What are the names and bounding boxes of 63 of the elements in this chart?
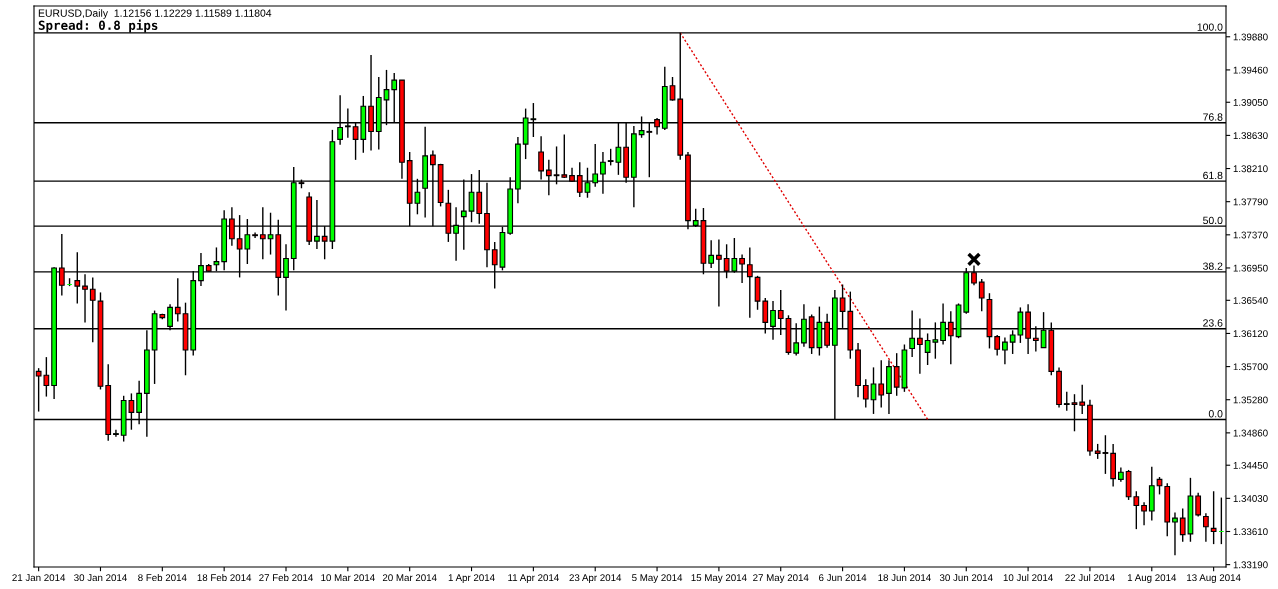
y-tick-label: 1.34030: [1233, 495, 1268, 502]
x-tick-label: 27 May 2014: [753, 574, 809, 584]
x-tick-label: 23 Apr 2014: [569, 574, 622, 584]
y-tick-label: 1.38630: [1233, 132, 1268, 140]
x-tick-label: 18 Feb 2014: [197, 573, 252, 582]
y-tick-label: 1.39880: [1233, 33, 1268, 41]
x-tick-label: 18 Jun 2014: [878, 574, 931, 582]
candlestick: [1195, 492, 1202, 518]
x-tick-label: 13 Aug 2014: [1187, 574, 1241, 584]
candlestick: [862, 378, 869, 409]
y-tick-label: 1.36950: [1233, 264, 1268, 272]
text: Spread: 0.8 pips: [38, 19, 158, 33]
y-tick-label: 1.34860: [1233, 429, 1268, 437]
x-tick-label: 1 Aug 2014: [1127, 574, 1177, 584]
annotation: 76.8: [1203, 113, 1223, 121]
y-tick-label: 1.35280: [1233, 396, 1268, 404]
candlestick: [878, 359, 885, 409]
annotation: 0.0: [1208, 410, 1223, 418]
candlestick: [174, 277, 181, 323]
candlestick: [978, 278, 985, 313]
x-tick-label: 30 Jan 2014: [74, 574, 127, 582]
x-tick-label: 10 Jul 2014: [1003, 573, 1053, 582]
candlestick: [1141, 501, 1147, 526]
candlestick: [1172, 511, 1178, 556]
annotation: 38.2: [1203, 262, 1223, 270]
candlestick: [1203, 512, 1209, 543]
y-tick-label: 1.35700: [1233, 363, 1268, 371]
x-tick-label: 5 May 2014: [632, 574, 683, 584]
candlestick: [1002, 336, 1008, 365]
candlestick: [1210, 490, 1217, 545]
candlestick: [1079, 384, 1086, 415]
x-tick-label: 30 Jun 2014: [939, 574, 993, 582]
x-tick-label: 10 Mar 2014: [321, 574, 375, 582]
x-tick-label: 21 Jan 2014: [12, 574, 66, 582]
annotation: 50.0: [1203, 216, 1223, 225]
chart-title: EURUSD,Daily 1.12156 1.12229 1.11589 1.11804: [38, 9, 272, 19]
x-tick-label: 22 Jul 2014: [1065, 573, 1115, 582]
candlestick: [708, 239, 715, 269]
x-tick-label: 15 May 2014: [691, 574, 747, 584]
y-tick-label: 1.37790: [1233, 198, 1268, 206]
candlestick: [994, 334, 1001, 357]
x-tick-label: 6 Jun 2014: [819, 574, 867, 582]
x-tick-label: 11 Apr 2014: [508, 574, 559, 584]
x-tick-label: 27 Feb 2014: [259, 573, 314, 582]
candlestick: [1063, 391, 1070, 412]
y-tick-label: 1.36120: [1233, 330, 1268, 338]
y-tick-label: 1.33190: [1233, 561, 1268, 569]
annotation: 61.8: [1203, 171, 1223, 180]
x-tick-label: 20 Mar 2014: [382, 574, 437, 582]
y-tick-label: 1.38210: [1233, 165, 1268, 173]
y-tick-label: 1.37370: [1233, 231, 1268, 239]
candlestick: [113, 429, 119, 438]
x-tick-label: 1 Apr 2014: [448, 574, 495, 584]
annotation: 100.0: [1197, 23, 1223, 31]
y-tick-label: 1.39050: [1233, 99, 1268, 106]
y-tick-label: 1.36540: [1233, 297, 1268, 304]
candlestick: [252, 231, 258, 239]
candlestick: [669, 76, 676, 102]
x-tick-label: 8 Feb 2014: [138, 573, 187, 582]
y-tick-label: 1.39460: [1233, 66, 1268, 74]
annotation: 23.6: [1203, 319, 1223, 327]
y-tick-label: 1.34450: [1233, 461, 1268, 469]
y-tick-label: 1.33610: [1233, 528, 1268, 536]
